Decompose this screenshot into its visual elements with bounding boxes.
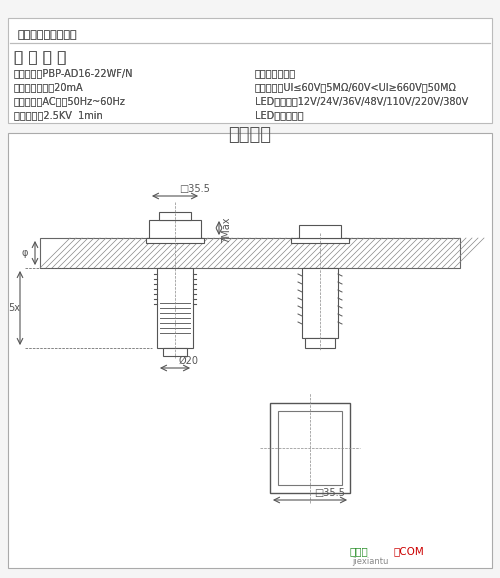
Text: LED灯电压：12V/24V/36V/48V/110V/220V/380V: LED灯电压：12V/24V/36V/48V/110V/220V/380V — [255, 96, 468, 106]
Text: 7Max: 7Max — [221, 217, 231, 243]
Bar — [270, 403, 350, 493]
Text: 产品型号：PBP-AD16-22WF/N: 产品型号：PBP-AD16-22WF/N — [14, 68, 134, 78]
Text: LED灯颜色：红: LED灯颜色：红 — [255, 110, 304, 120]
Bar — [302, 268, 338, 338]
Bar — [8, 133, 492, 568]
Text: LED灯颜色：红: LED灯颜色：红 — [255, 110, 304, 120]
Text: 使用频率（AC）：50Hz~60Hz: 使用频率（AC）：50Hz~60Hz — [14, 96, 126, 106]
Text: ．COM: ．COM — [393, 546, 424, 556]
Text: 接线图: 接线图 — [350, 546, 369, 556]
Text: 产 品 参 数: 产 品 参 数 — [14, 50, 66, 65]
Text: φ: φ — [22, 248, 29, 258]
Bar — [146, 238, 204, 243]
Text: 使用频率（AC）：50Hz~60Hz: 使用频率（AC）：50Hz~60Hz — [14, 96, 126, 106]
Text: □35.5: □35.5 — [179, 184, 210, 194]
Bar — [163, 348, 187, 356]
Text: 产品材质：塑胶: 产品材质：塑胶 — [255, 68, 296, 78]
Bar — [278, 411, 342, 485]
Bar — [159, 212, 191, 220]
Text: □35.5: □35.5 — [314, 488, 345, 498]
Text: jiexiantu: jiexiantu — [352, 557, 389, 566]
Text: 绝缘电阻：UI≤60V为5MΩ/60V<UI≥660V为50MΩ: 绝缘电阻：UI≤60V为5MΩ/60V<UI≥660V为50MΩ — [255, 82, 457, 92]
Bar — [157, 268, 193, 348]
Text: 5x: 5x — [8, 303, 20, 313]
Bar — [8, 18, 492, 123]
Text: 工频耐压：2.5KV  1min: 工频耐压：2.5KV 1min — [14, 110, 103, 120]
Text: LED灯电压：12V/24V/36V/48V/110V/220V/380V: LED灯电压：12V/24V/36V/48V/110V/220V/380V — [255, 96, 468, 106]
Text: 品牌名称：德崧开关: 品牌名称：德崧开关 — [18, 30, 78, 40]
Text: 指示灯额定值：20mA: 指示灯额定值：20mA — [14, 82, 84, 92]
Text: 品牌名称：德崧开关: 品牌名称：德崧开关 — [18, 30, 78, 40]
Text: 指示灯额定值：20mA: 指示灯额定值：20mA — [14, 82, 84, 92]
Text: 工频耐压：2.5KV  1min: 工频耐压：2.5KV 1min — [14, 110, 103, 120]
Text: 绝缘电阻：UI≤60V为5MΩ/60V<UI≥660V为50MΩ: 绝缘电阻：UI≤60V为5MΩ/60V<UI≥660V为50MΩ — [255, 82, 457, 92]
Bar — [305, 338, 335, 348]
Text: 产品材质：塑胶: 产品材质：塑胶 — [255, 68, 296, 78]
Text: 产品型号：PBP-AD16-22WF/N: 产品型号：PBP-AD16-22WF/N — [14, 68, 134, 78]
Text: 产 品 参 数: 产 品 参 数 — [14, 50, 66, 65]
Text: Ø20: Ø20 — [179, 356, 199, 366]
Bar — [291, 238, 349, 243]
Bar — [40, 238, 460, 268]
Text: 规格图纸: 规格图纸 — [228, 126, 272, 144]
Bar — [299, 225, 341, 238]
Bar — [149, 220, 201, 238]
